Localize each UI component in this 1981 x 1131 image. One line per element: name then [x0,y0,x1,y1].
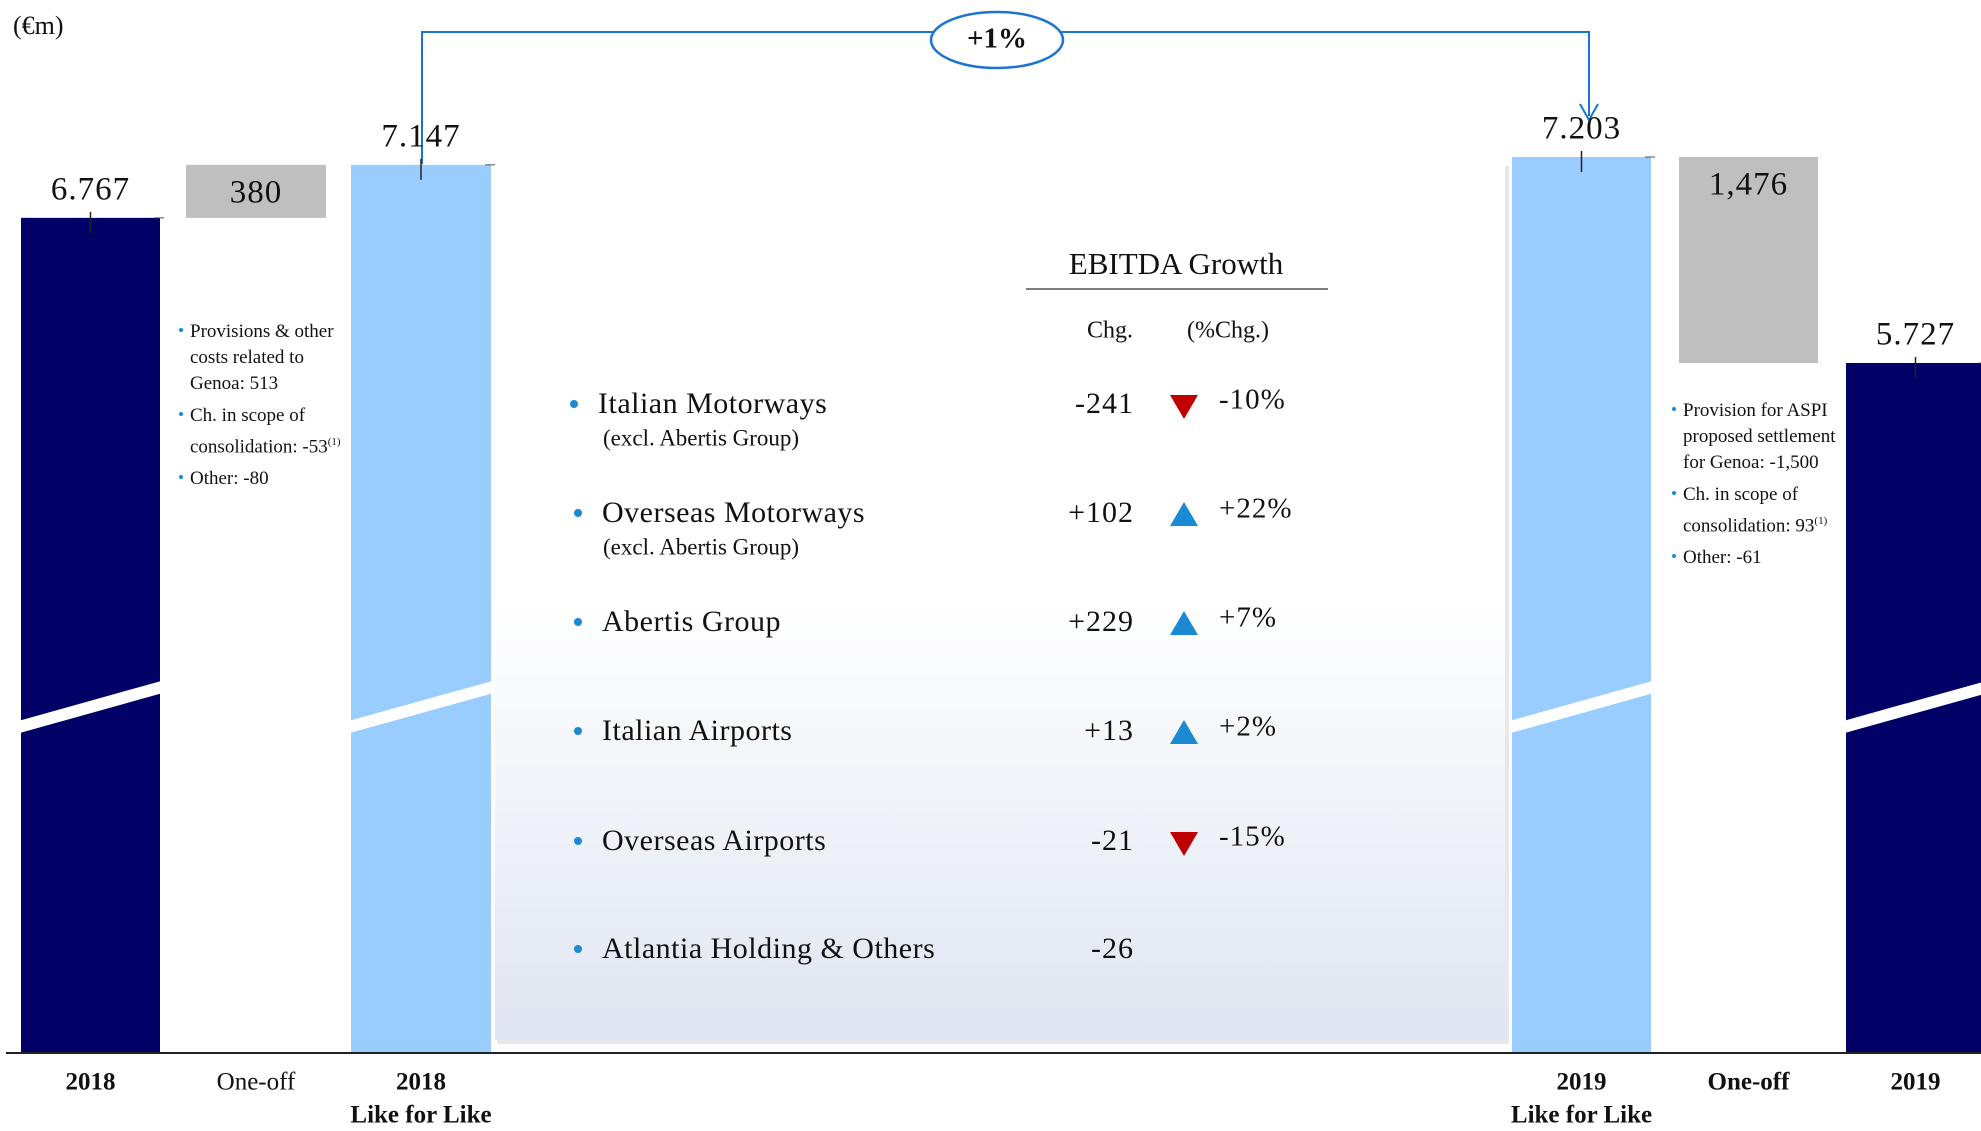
row-name: Italian Airports [602,714,792,747]
note-text: Ch. in scope of consolidation: -53 [190,405,328,458]
row-name: Abertis Group [602,605,781,638]
notes: Provision for ASPI proposed settlement f… [1672,398,1840,577]
value-label: 5.727 [1876,317,1955,353]
row-pct: +7% [1219,602,1277,634]
row-pct: -10% [1219,384,1286,416]
row-change: +229 [1068,605,1134,638]
note-text: Other: -80 [190,468,269,490]
row-note: (excl. Abertis Group) [603,534,799,559]
row-name: Overseas Airports [602,824,826,857]
x-tick-label: Like for Like [350,1102,491,1129]
bar [1512,157,1651,1052]
bullet [574,618,582,626]
x-tick-label: 2018 [66,1069,116,1096]
x-tick-label: One-off [217,1069,296,1096]
bullet [570,400,578,408]
row-change: -26 [1091,932,1134,965]
value-label: 1,476 [1709,167,1788,203]
note-text: Other: -61 [1683,547,1762,569]
bar [1679,157,1818,363]
row-name: Atlantia Holding & Others [602,932,935,965]
row-change: +13 [1084,714,1134,747]
panel [495,164,1505,1040]
note-sup: (1) [1814,515,1828,527]
note-sup: (1) [327,436,341,448]
value-label: 7.203 [1542,111,1621,147]
row-pct: -15% [1219,821,1286,853]
note: Provisions & other costs related to Geno… [179,319,347,397]
value-label: 380 [230,174,283,210]
row-name: Italian Motorways [598,387,827,420]
bullet [574,945,582,953]
axis-break [1508,681,1655,733]
bullet [574,837,582,845]
axis-break [347,681,495,733]
trend-arrow [1170,502,1198,526]
trend-arrow [1170,611,1198,635]
row-change: +102 [1068,496,1134,529]
row-name: Overseas Motorways [602,496,865,529]
row-note: (excl. Abertis Group) [603,425,799,450]
change-oval [929,10,1065,70]
column-header: (%Chg.) [1187,318,1269,344]
axis-break [1842,682,1981,733]
value-label: 6.767 [51,171,130,207]
trend-arrow [1170,395,1198,419]
axis-break [17,681,164,733]
note: Other: -61 [1672,545,1840,571]
column-header: Chg. [1087,318,1133,344]
table-title: EBITDA Growth [1069,246,1284,281]
note-text: Provision for ASPI proposed settlement f… [1683,400,1836,473]
note-text: Ch. in scope of consolidation: 93 [1683,484,1815,537]
row-pct: +2% [1219,711,1277,743]
trend-arrow [1170,832,1198,856]
bar [21,217,160,1052]
bullet [574,727,582,735]
bar [351,164,491,1052]
note: Provision for ASPI proposed settlement f… [1672,398,1840,476]
notes: Provisions & other costs related to Geno… [179,319,347,498]
row-change: -241 [1075,387,1134,420]
row-change: -21 [1091,824,1134,857]
row-pct: +22% [1219,493,1293,525]
bullet [574,509,582,517]
bar [186,164,326,218]
x-tick-label: Like for Like [1511,1102,1652,1129]
note-text: Provisions & other costs related to Geno… [190,321,334,394]
x-tick-label: 2019 [1557,1069,1607,1096]
x-tick-label: 2018 [396,1069,446,1096]
note: Other: -80 [179,466,347,492]
x-tick-label: 2019 [1891,1069,1941,1096]
trend-arrow [1170,720,1198,744]
x-tick-label: One-off [1708,1069,1791,1096]
unit-label: (€m) [13,11,64,40]
value-label: 7.147 [381,118,460,154]
change-label: +1% [967,23,1027,55]
change-arrow [1579,103,1599,123]
note: Ch. in scope of consolidation: 93(1) [1672,482,1840,539]
note: Ch. in scope of consolidation: -53(1) [179,403,347,460]
